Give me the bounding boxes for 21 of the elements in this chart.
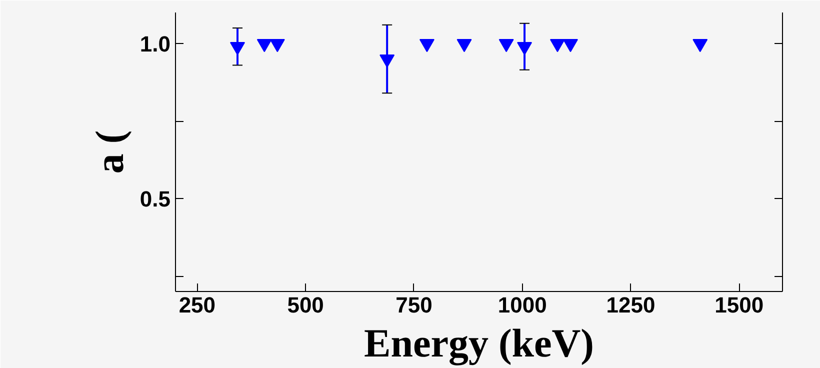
x-tick-label: 1500 bbox=[714, 292, 764, 318]
point bbox=[456, 38, 472, 52]
point bbox=[256, 38, 272, 52]
point bbox=[517, 42, 532, 56]
y-tick-label: 1.0 bbox=[140, 32, 171, 56]
x-tick-label: 1000 bbox=[498, 292, 547, 318]
y-tick-label: 0.5 bbox=[140, 186, 171, 212]
x-tick-label: 500 bbox=[287, 292, 324, 318]
point bbox=[498, 38, 514, 52]
x-tick-label: 1250 bbox=[606, 292, 656, 318]
point bbox=[230, 42, 245, 56]
point bbox=[550, 38, 565, 52]
point bbox=[562, 38, 578, 52]
x-tick-label: 250 bbox=[178, 292, 216, 318]
point bbox=[419, 38, 434, 52]
x-axis-title: Energy (keV) bbox=[364, 320, 594, 366]
y-axis-title: a ( bbox=[86, 130, 132, 174]
x-tick-label: 750 bbox=[396, 292, 432, 318]
point bbox=[270, 38, 285, 52]
point bbox=[692, 38, 708, 52]
point bbox=[380, 54, 395, 68]
